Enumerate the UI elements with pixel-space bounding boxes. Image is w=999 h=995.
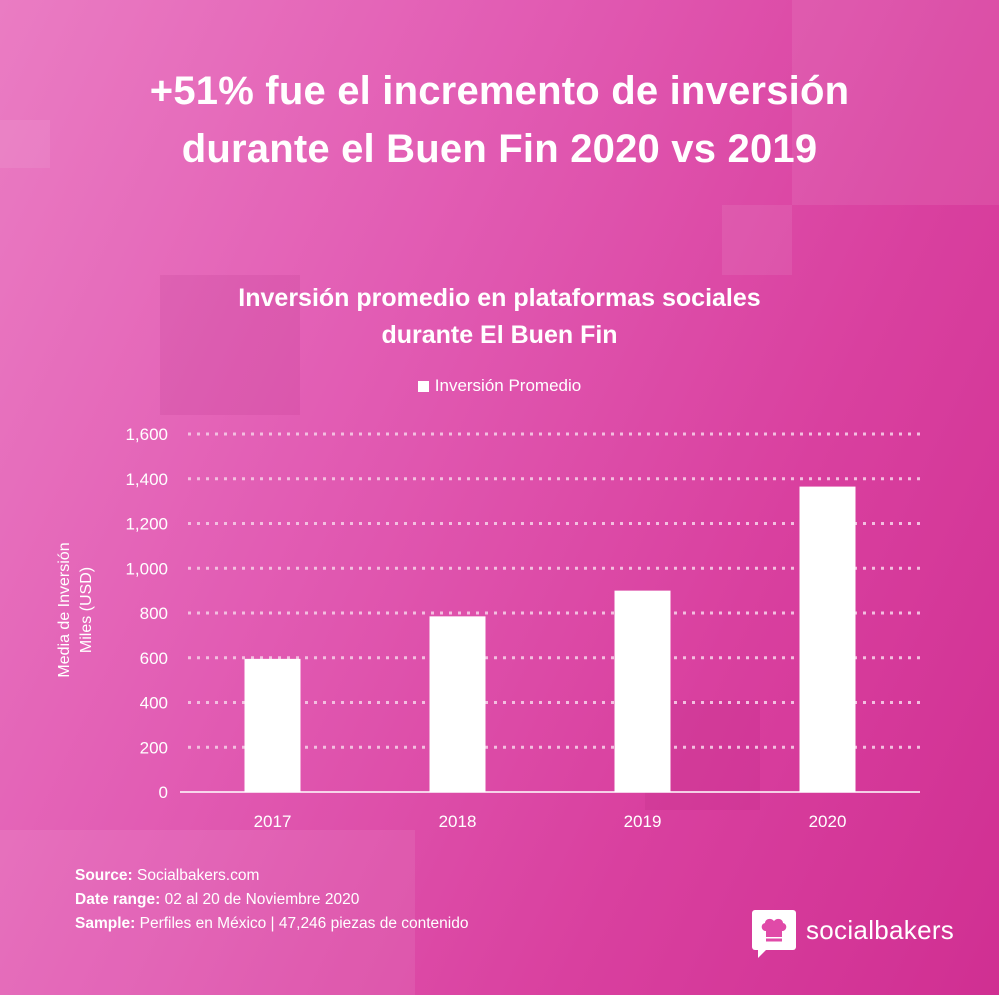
y-tick-label: 0 [159,783,168,802]
chart-title-line1: Inversión promedio en plataformas social… [238,284,761,312]
sample-label: Sample: [75,915,136,932]
legend-swatch [417,381,429,392]
deco-square [0,830,415,995]
bar-2017 [244,658,301,792]
date-range-value: 02 al 20 de Noviembre 2020 [160,891,360,908]
page-title-line2: durante el Buen Fin 2020 vs 2019 [181,127,818,171]
y-tick-label: 1,000 [125,559,168,578]
sample-value: Perfiles en México | 47,246 piezas de co… [135,915,469,932]
y-tick-label: 1,200 [125,515,168,534]
page-title-line1: +51% fue el incremento de inversión [149,69,850,113]
y-tick-label: 1,400 [125,470,168,489]
deco-square [160,275,300,415]
y-tick-label: 800 [140,604,168,623]
deco-square [0,120,50,168]
chart-title: Inversión promedio en plataformas social… [0,280,999,354]
y-tick-label: 200 [140,738,168,757]
x-tick-label: 2018 [439,812,477,831]
date-range-line: Date range: 02 al 20 de Noviembre 2020 [75,888,469,912]
chef-hat-glyph [761,918,787,942]
date-range-label: Date range: [75,891,161,908]
deco-square [722,205,792,275]
bar-2018 [429,616,486,792]
bar-2020 [799,486,856,792]
x-tick-label: 2020 [809,812,847,831]
chart-title-line2: durante El Buen Fin [381,321,618,349]
legend-label: Inversión Promedio [434,376,582,395]
chart-legend: Inversión Promedio [0,376,999,396]
bar-2019 [614,590,671,792]
x-tick-label: 2017 [254,812,292,831]
chef-hat-icon [752,910,796,958]
brand-name: socialbakers [806,914,955,945]
brand-logo: socialbakers [752,908,955,958]
y-tick-label: 600 [140,649,168,668]
page-title: +51% fue el incremento de inversión dura… [0,62,999,178]
sample-line: Sample: Perfiles en México | 47,246 piez… [75,912,469,936]
source-value: Socialbakers.com [132,867,260,884]
source-notes: Source: Socialbakers.com Date range: 02 … [75,864,469,936]
deco-square [792,0,999,205]
y-tick-label: 400 [140,694,168,713]
x-tick-label: 2019 [624,812,662,831]
source-label: Source: [75,867,133,884]
source-line: Source: Socialbakers.com [75,864,469,888]
y-tick-label: 1,600 [125,425,168,444]
